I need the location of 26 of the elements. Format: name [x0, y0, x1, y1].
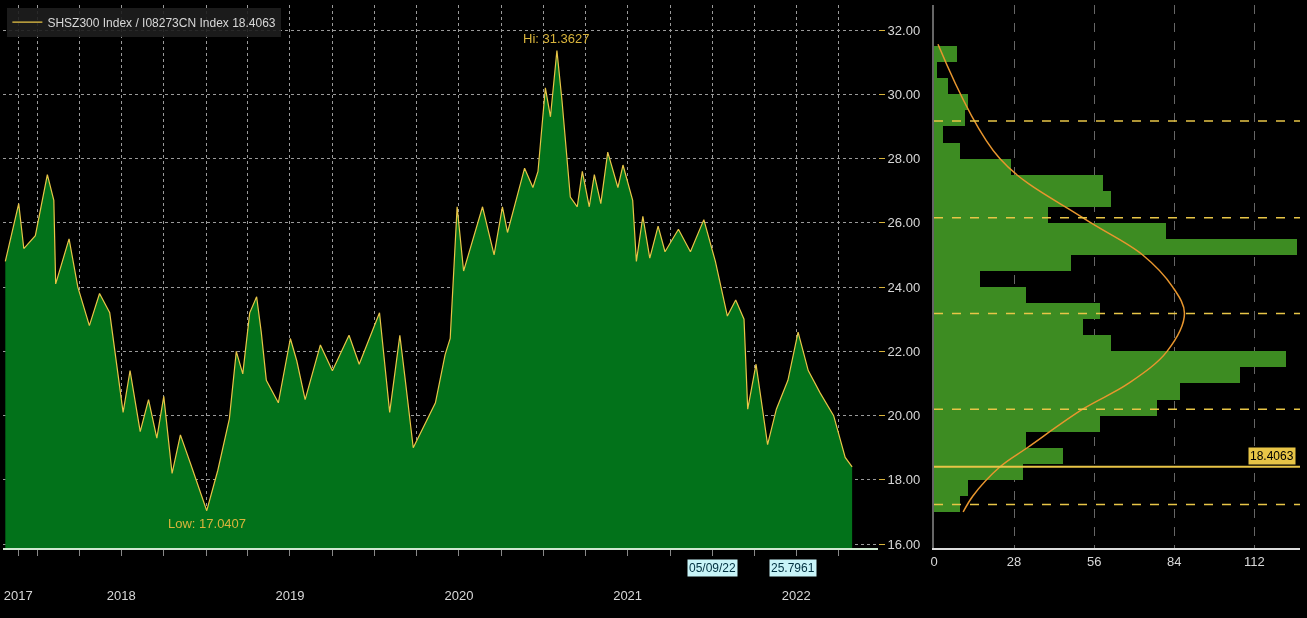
y-tick-label: 26.00 [887, 215, 921, 231]
x-tick-label: 2021 [613, 587, 643, 603]
y-tick-label: 18.00 [887, 472, 921, 488]
annotation: Low: 17.0407 [168, 516, 247, 531]
ref-line-label: 18.4063 [1250, 449, 1294, 463]
x-tick-label: 2018 [106, 587, 136, 603]
y-tick-label: 20.00 [887, 408, 921, 424]
x-tick-label: 0 [930, 553, 938, 569]
text: 25.7961 [771, 561, 815, 575]
y-tick-label: 32.00 [887, 22, 921, 38]
y-tick-label: 28.00 [887, 151, 921, 167]
y-tick-label: 16.00 [887, 536, 921, 552]
annotation: Hi: 31.3627 [523, 31, 590, 46]
x-tick-label: 56 [1086, 553, 1102, 569]
legend-label: SHSZ300 Index / I08273CN Index 18.4063 [47, 15, 276, 30]
y-tick-label: 30.00 [887, 86, 921, 102]
x-tick-label: 2022 [781, 587, 811, 603]
y-tick-label: 24.00 [887, 279, 921, 295]
x-tick-label: 2017 [3, 587, 33, 603]
y-tick-label: 22.00 [887, 343, 921, 359]
x-tick-label: 2020 [444, 587, 474, 603]
x-tick-label: 84 [1166, 553, 1182, 569]
text: 05/09/22 [689, 561, 737, 575]
x-tick-label: 2019 [275, 587, 305, 603]
x-tick-label: 112 [1243, 553, 1265, 569]
x-tick-label: 28 [1006, 553, 1022, 569]
